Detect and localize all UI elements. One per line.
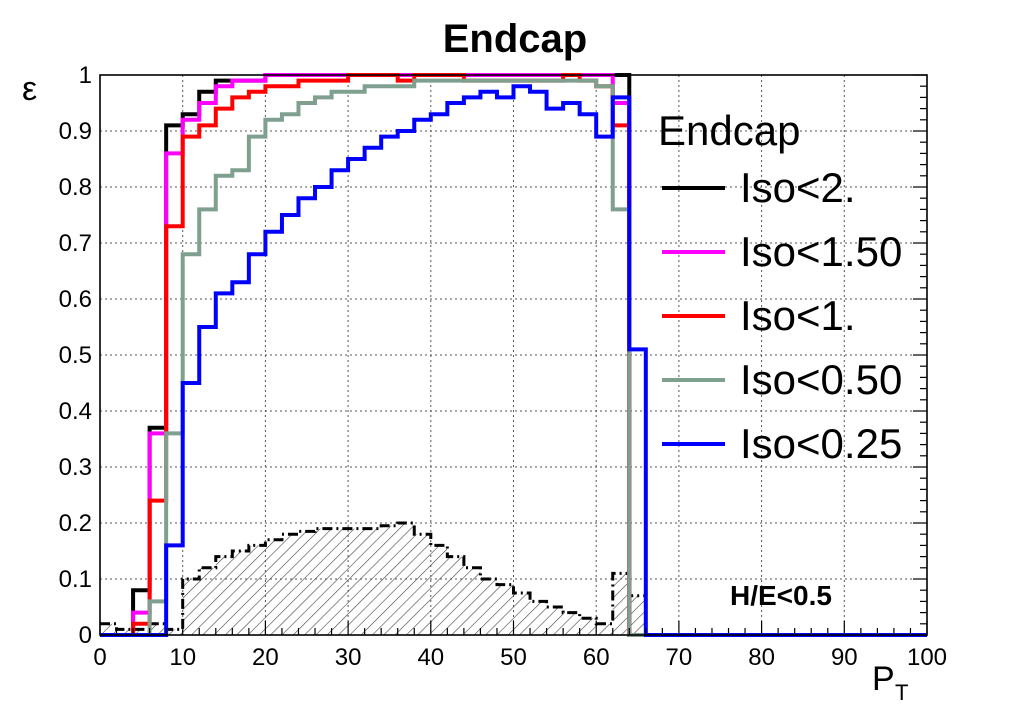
legend-label: Iso<2. — [740, 164, 856, 211]
legend-title: Endcap — [658, 107, 800, 154]
axis-ticks — [99, 74, 928, 636]
x-tick-label: 60 — [583, 644, 610, 671]
x-tick-label: 40 — [417, 644, 444, 671]
background-hist-fill — [100, 523, 927, 635]
x-tick-label: 10 — [169, 644, 196, 671]
chart-title: Endcap — [443, 17, 587, 61]
y-tick-label: 0.7 — [59, 230, 92, 257]
y-tick-label: 0 — [79, 622, 92, 649]
y-tick-label: 0.6 — [59, 286, 92, 313]
legend-label: Iso<1.50 — [740, 228, 902, 275]
x-tick-label: 0 — [93, 644, 106, 671]
x-tick-label: 30 — [335, 644, 362, 671]
x-tick-label: 90 — [831, 644, 858, 671]
x-tick-label: 20 — [252, 644, 279, 671]
grid-lines — [100, 75, 927, 635]
y-tick-label: 0.4 — [59, 398, 92, 425]
y-tick-label: 0.3 — [59, 454, 92, 481]
annotation-he: H/E<0.5 — [730, 580, 832, 611]
y-tick-label: 0.1 — [59, 566, 92, 593]
legend-label: Iso<0.25 — [740, 420, 902, 467]
y-tick-label: 0.2 — [59, 510, 92, 537]
y-tick-label: 0.8 — [59, 174, 92, 201]
legend: Endcap Iso<2. Iso<1.50 Iso<1. Iso<0.50 Iso<0… — [658, 107, 902, 467]
y-tick-label: 1 — [79, 62, 92, 89]
x-axis-label-subscript: T — [895, 680, 908, 704]
legend-label: Iso<0.50 — [740, 356, 902, 403]
x-tick-label: 100 — [907, 644, 947, 671]
y-tick-label: 0.9 — [59, 118, 92, 145]
legend-label: Iso<1. — [740, 292, 856, 339]
y-tick-label: 0.5 — [59, 342, 92, 369]
y-axis-label: ε — [22, 70, 37, 108]
x-tick-labels: 0 10 20 30 40 50 60 70 80 90 100 — [93, 644, 947, 671]
x-tick-label: 50 — [500, 644, 527, 671]
y-tick-labels: 0 0.1 0.2 0.3 0.4 0.5 0.6 0.7 0.8 0.9 1 — [59, 62, 92, 649]
x-tick-label: 70 — [666, 644, 693, 671]
x-tick-label: 80 — [748, 644, 775, 671]
x-axis-label: P — [872, 660, 895, 698]
background-histogram — [100, 521, 927, 637]
